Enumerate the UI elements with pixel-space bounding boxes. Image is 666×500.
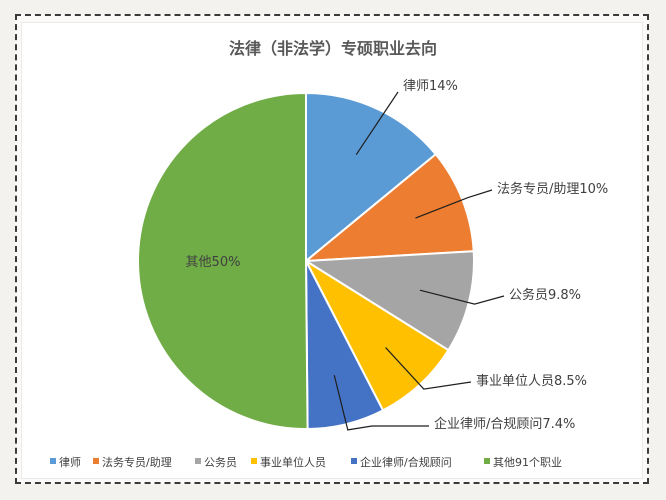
leader-line xyxy=(355,91,399,155)
legend-swatch xyxy=(195,458,201,464)
legend-label: 其他91个职业 xyxy=(493,456,562,469)
data-label: 企业律师/合规顾问7.4% xyxy=(434,416,575,432)
leader-line xyxy=(333,375,429,431)
legend-swatch xyxy=(93,458,99,464)
pie-slice xyxy=(305,91,438,264)
legend-label: 法务专员/助理 xyxy=(102,455,172,469)
leader-line xyxy=(415,189,493,219)
data-label: 律师14% xyxy=(403,79,458,94)
legend-label: 公务员 xyxy=(204,456,237,469)
legend-label: 律师 xyxy=(59,456,81,469)
legend-swatch xyxy=(351,458,357,464)
pie-slice xyxy=(136,91,309,430)
leader-line xyxy=(385,347,472,390)
legend-swatch xyxy=(484,458,490,464)
chart-title: 法律（非法学）专硕职业去向 xyxy=(229,39,437,58)
legend-label: 企业律师/合规顾问 xyxy=(360,455,452,469)
data-label: 法务专员/助理10% xyxy=(497,181,608,197)
leader-line xyxy=(419,289,505,305)
data-label: 公务员9.8% xyxy=(509,287,581,303)
legend-swatch xyxy=(251,458,257,464)
legend-label: 事业单位人员 xyxy=(260,455,326,469)
legend-swatch xyxy=(50,458,56,464)
data-label: 事业单位人员8.5% xyxy=(476,374,587,389)
data-label: 其他50% xyxy=(186,255,241,270)
